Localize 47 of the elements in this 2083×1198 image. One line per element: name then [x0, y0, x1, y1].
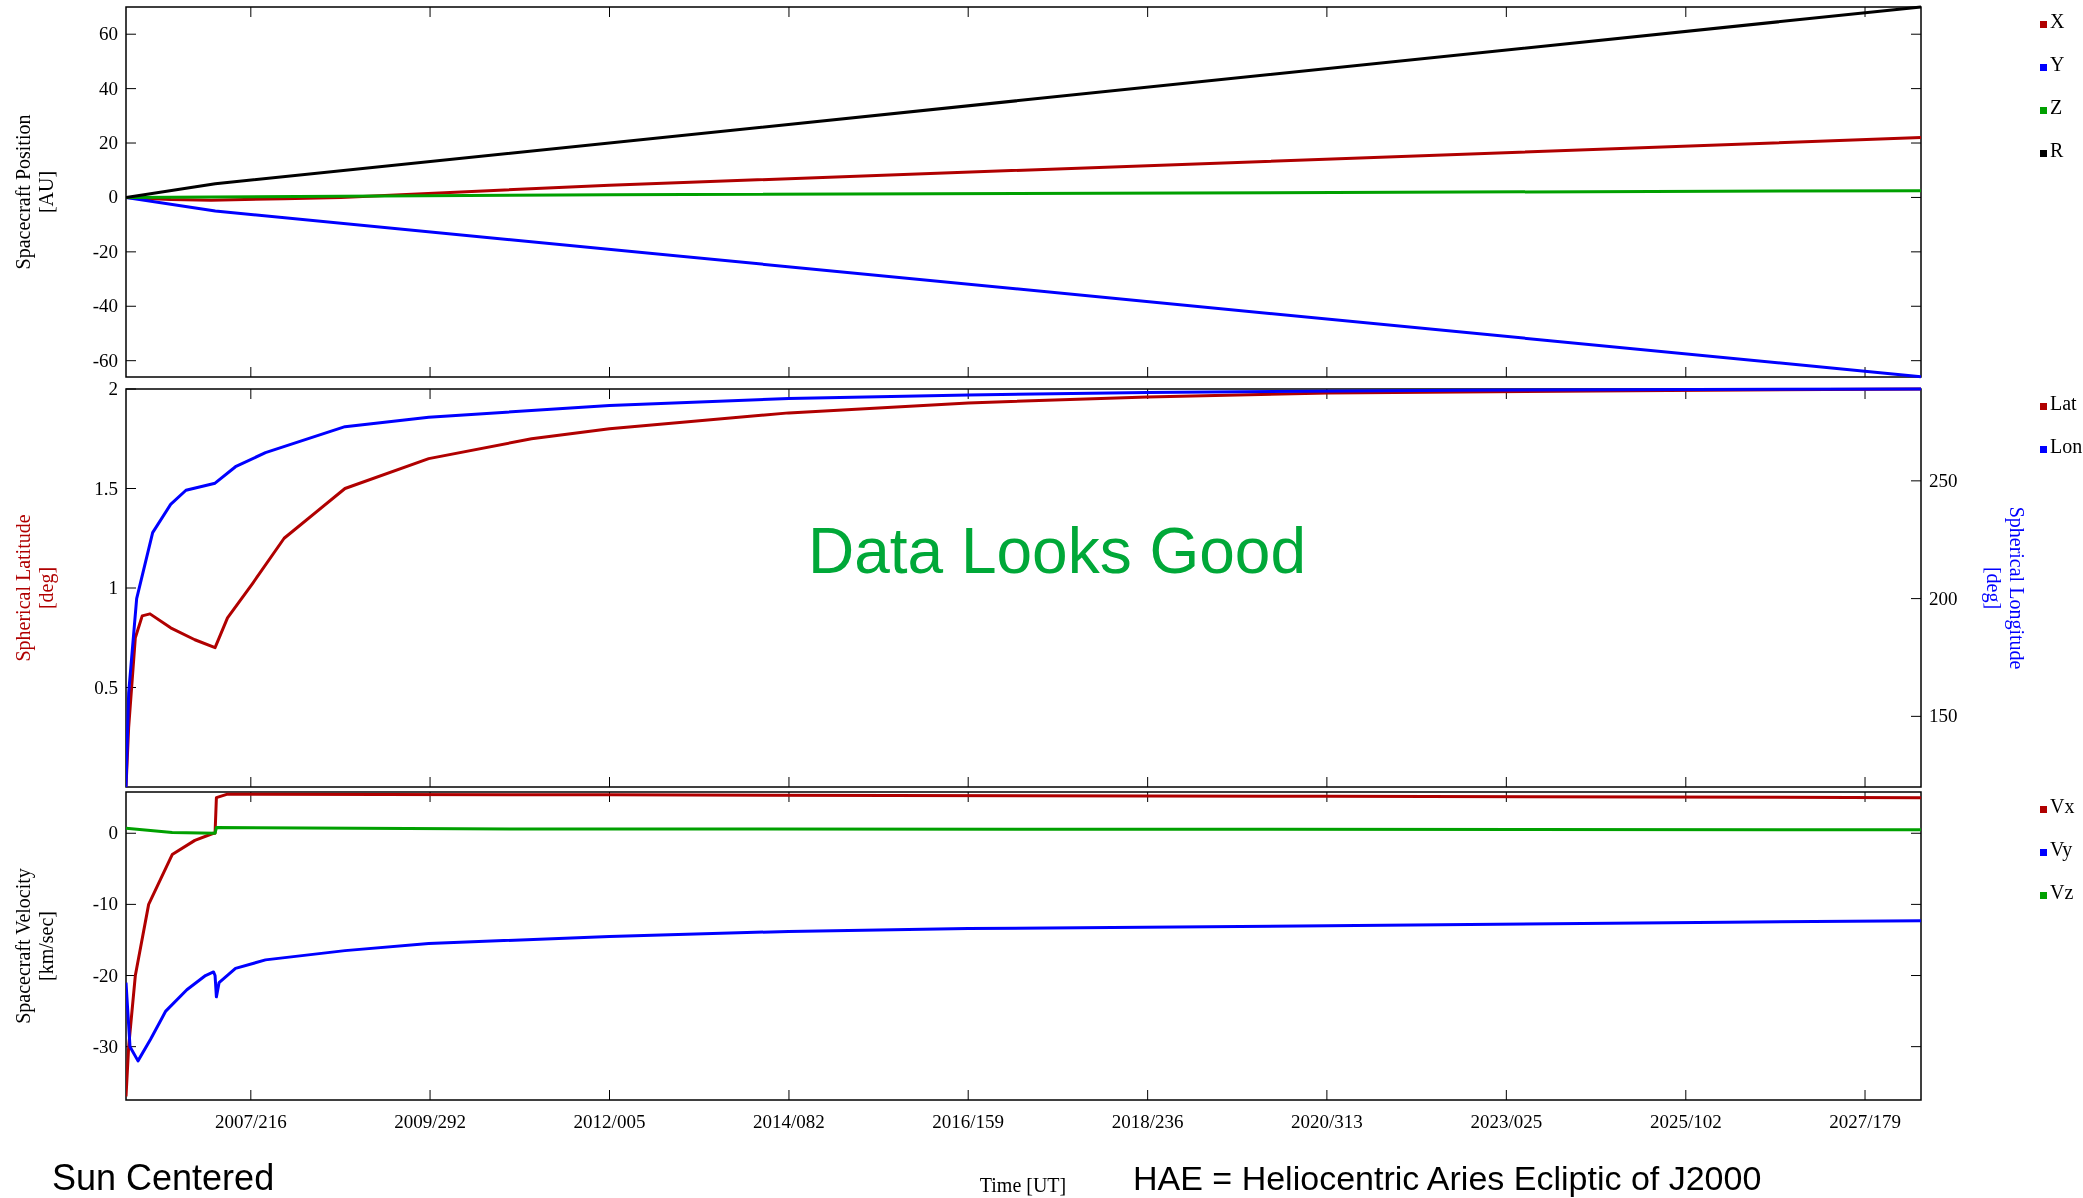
x-tick-label: 2023/025: [1470, 1111, 1543, 1132]
x-tick-label: 2016/159: [932, 1111, 1005, 1132]
line-series: [126, 919, 1921, 1063]
y-tick-label: -60: [92, 349, 118, 371]
y-tick-label: 2: [108, 378, 118, 399]
legend-label: Vy: [2050, 838, 2073, 861]
y-tick-label: 0.5: [94, 676, 118, 698]
text: HAE = Heliocentric Aries Ecliptic of J2000: [1133, 1159, 1762, 1197]
y-tick-label: -30: [92, 1035, 118, 1057]
legend-label: R: [2050, 139, 2064, 161]
y-tick-label: -20: [92, 964, 118, 986]
legend-label: Z: [2050, 96, 2063, 118]
x-tick-label: 2018/236: [1111, 1111, 1184, 1132]
y-tick-label: -40: [92, 295, 118, 317]
y-tick-label: 1.5: [94, 477, 118, 499]
legend-label: Vz: [2050, 881, 2074, 903]
legend-label: Vx: [2050, 795, 2075, 817]
y2-tick-label: 250: [1929, 469, 1958, 491]
line-series: [126, 792, 1921, 1098]
x-tick-label: 2027/179: [1829, 1111, 1901, 1132]
y-tick-label: -20: [92, 240, 118, 262]
x-tick-label: 2012/005: [573, 1111, 646, 1132]
y-tick-label: 40: [99, 77, 118, 99]
text: Sun Centered: [52, 1157, 275, 1198]
y2-tick-label: 200: [1929, 587, 1958, 609]
y2-axis-title: Spherical Longitude [deg]: [1982, 506, 2028, 670]
y-tick-label: 0: [108, 822, 118, 844]
y2-tick-label: 150: [1929, 705, 1958, 727]
annotation: Data Looks Good: [807, 515, 1307, 587]
x-axis-title: Time [UT]: [979, 1174, 1067, 1196]
x-tick-label: 2020/313: [1291, 1111, 1363, 1132]
x-tick-label: 2025/102: [1649, 1111, 1722, 1132]
legend-label: Lon: [2050, 435, 2083, 457]
y-tick-label: 60: [99, 23, 118, 45]
y-tick-label: 20: [99, 132, 118, 154]
y-axis-title: Spacecraft Position [AU]: [12, 114, 57, 270]
legend-label: X: [2050, 10, 2065, 32]
legend-label: Y: [2050, 53, 2065, 75]
x-tick-label: 2014/082: [753, 1111, 825, 1132]
y-tick-label: 0: [108, 186, 118, 208]
x-tick-label: 2007/216: [214, 1111, 287, 1132]
y-axis-title: Spherical Latitude [deg]: [12, 514, 58, 662]
y-tick-label: -10: [92, 893, 118, 915]
legend-label: Lat: [2050, 392, 2078, 414]
y-axis-title: Spacecraft Velocity [km/sec]: [12, 868, 57, 1024]
x-tick-label: 2009/292: [394, 1111, 466, 1132]
y-tick-label: 1: [108, 577, 118, 598]
